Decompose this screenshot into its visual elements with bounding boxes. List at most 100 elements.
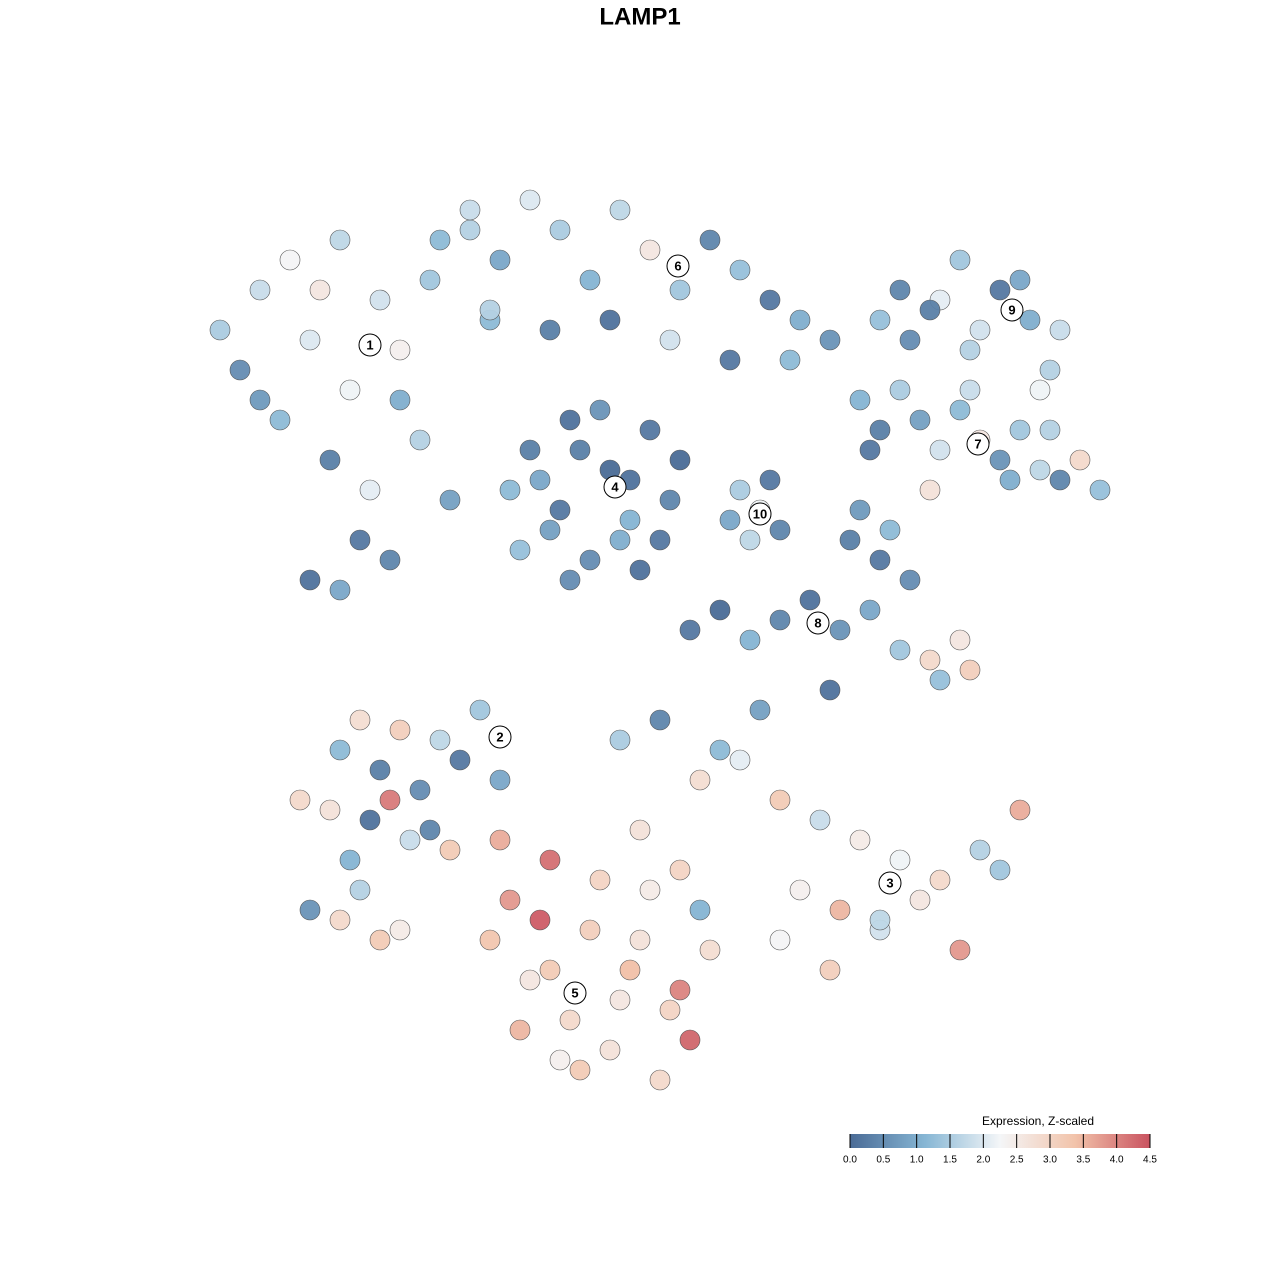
- point: [989, 449, 1011, 471]
- point: [289, 789, 311, 811]
- point: [849, 499, 871, 521]
- point: [609, 989, 631, 1011]
- point: [519, 189, 541, 211]
- point: [659, 489, 681, 511]
- colorbar-tick-label: 2.0: [976, 1155, 990, 1166]
- cluster-badge: [748, 502, 772, 526]
- cluster-label: 9: [1008, 302, 1015, 317]
- point: [509, 539, 531, 561]
- point: [349, 879, 371, 901]
- point: [889, 639, 911, 661]
- point: [559, 409, 581, 431]
- point: [539, 849, 561, 871]
- point: [729, 479, 751, 501]
- colorbar-tick-label: 3.5: [1076, 1155, 1090, 1166]
- point: [799, 589, 821, 611]
- point: [989, 279, 1011, 301]
- point: [879, 519, 901, 541]
- point: [909, 409, 931, 431]
- point: [329, 909, 351, 931]
- cluster-badge: [878, 871, 902, 895]
- point: [709, 599, 731, 621]
- point: [859, 439, 881, 461]
- point: [1029, 379, 1051, 401]
- point: [919, 649, 941, 671]
- point: [659, 999, 681, 1021]
- point: [579, 549, 601, 571]
- point: [819, 959, 841, 981]
- point: [669, 859, 691, 881]
- point: [659, 329, 681, 351]
- point: [1029, 459, 1051, 481]
- point: [579, 269, 601, 291]
- point: [679, 619, 701, 641]
- cluster-label: 3: [886, 875, 893, 890]
- cluster-badge: [806, 611, 830, 635]
- point: [869, 909, 891, 931]
- point: [959, 379, 981, 401]
- point: [709, 739, 731, 761]
- point: [1009, 419, 1031, 441]
- point: [959, 339, 981, 361]
- point: [329, 229, 351, 251]
- point: [969, 319, 991, 341]
- point: [959, 659, 981, 681]
- point: [669, 979, 691, 1001]
- point: [439, 489, 461, 511]
- point: [699, 229, 721, 251]
- colorbar-tick-label: 1.5: [943, 1155, 957, 1166]
- point: [789, 309, 811, 331]
- point: [529, 909, 551, 931]
- cluster-labels: 1 6 4 10 9 7 8 2 5 3: [358, 254, 1024, 1005]
- point: [869, 309, 891, 331]
- point: [1049, 319, 1071, 341]
- point: [729, 259, 751, 281]
- point: [609, 529, 631, 551]
- point: [909, 889, 931, 911]
- point: [379, 549, 401, 571]
- point: [889, 379, 911, 401]
- point: [249, 279, 271, 301]
- point: [1009, 269, 1031, 291]
- point: [579, 919, 601, 941]
- point: [609, 729, 631, 751]
- point: [599, 309, 621, 331]
- point: [849, 829, 871, 851]
- point: [669, 449, 691, 471]
- point: [549, 1049, 571, 1071]
- cluster-label: 6: [674, 258, 681, 273]
- point: [649, 529, 671, 551]
- point: [589, 399, 611, 421]
- cluster-label: 10: [753, 506, 767, 521]
- point: [989, 859, 1011, 881]
- cluster-label: 2: [496, 729, 503, 744]
- colorbar-tick-label: 0.5: [876, 1155, 890, 1166]
- point: [469, 699, 491, 721]
- point: [489, 829, 511, 851]
- point: [809, 809, 831, 831]
- point: [569, 1059, 591, 1081]
- point: [559, 569, 581, 591]
- point: [539, 959, 561, 981]
- point: [749, 699, 771, 721]
- point: [369, 289, 391, 311]
- point: [519, 439, 541, 461]
- point: [609, 199, 631, 221]
- colorbar-title: Expression, Z-scaled: [982, 1114, 1094, 1128]
- point: [619, 509, 641, 531]
- point: [319, 799, 341, 821]
- point: [1019, 309, 1041, 331]
- point: [729, 749, 751, 771]
- point: [569, 439, 591, 461]
- point: [999, 469, 1021, 491]
- point: [299, 329, 321, 351]
- point: [889, 279, 911, 301]
- colorbar-tick-label: 4.0: [1110, 1155, 1124, 1166]
- point: [449, 749, 471, 771]
- point: [949, 249, 971, 271]
- point: [409, 429, 431, 451]
- cluster-label: 7: [974, 436, 981, 451]
- point: [429, 229, 451, 251]
- point: [719, 349, 741, 371]
